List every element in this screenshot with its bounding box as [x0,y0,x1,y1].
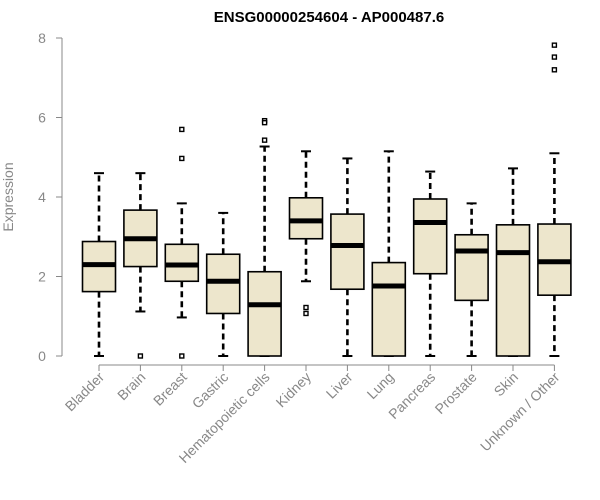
outlier-point [551,67,558,73]
iqr-box [495,224,531,357]
outlier-point [551,42,558,48]
outlier-point [261,137,268,143]
box-group [81,172,117,357]
y-tick-label: 4 [38,189,46,205]
iqr-box [247,270,282,357]
iqr-box [205,253,241,315]
iqr-box [454,233,489,302]
x-category-label: Bladder [62,369,108,415]
box-group [330,157,365,357]
x-category-label: Lung [364,369,397,402]
outlier-point [179,155,185,162]
outlier-point [551,54,558,60]
iqr-box [330,213,365,291]
x-category-label: Prostate [432,369,480,417]
outlier-point [303,304,309,311]
y-tick-label: 0 [38,348,46,364]
box-group [412,170,448,357]
outlier-point [303,310,309,317]
box-group [288,150,324,317]
iqr-box [412,198,448,275]
x-category-label: Kidney [273,369,315,411]
y-tick-label: 6 [38,110,46,126]
boxes [81,42,572,359]
outlier-point [179,353,185,359]
y-axis-label: Expression [0,162,16,231]
x-category-label: Breast [150,369,190,409]
chart-title: ENSG00000254604 - AP000487.6 [214,9,444,26]
box-group [537,42,572,357]
x-category-label: Unknown / Other [477,369,563,455]
y-tick-label: 8 [38,30,46,46]
box-group [205,211,241,357]
axes: 0 2 4 6 8 [38,30,555,371]
x-category-label: Skin [491,369,522,400]
x-category-label: Brain [114,369,148,403]
iqr-box [371,261,407,357]
box-group [371,150,407,357]
y-tick-label: 2 [38,269,46,285]
outlier-point [137,353,144,359]
x-category-label: Liver [323,369,356,402]
box-group [495,167,531,357]
iqr-box [288,196,324,240]
box-group [247,117,282,357]
outlier-point [261,119,268,126]
box-group [123,172,158,359]
box-group [454,202,489,357]
box-group [164,126,200,359]
outlier-point [179,126,185,133]
